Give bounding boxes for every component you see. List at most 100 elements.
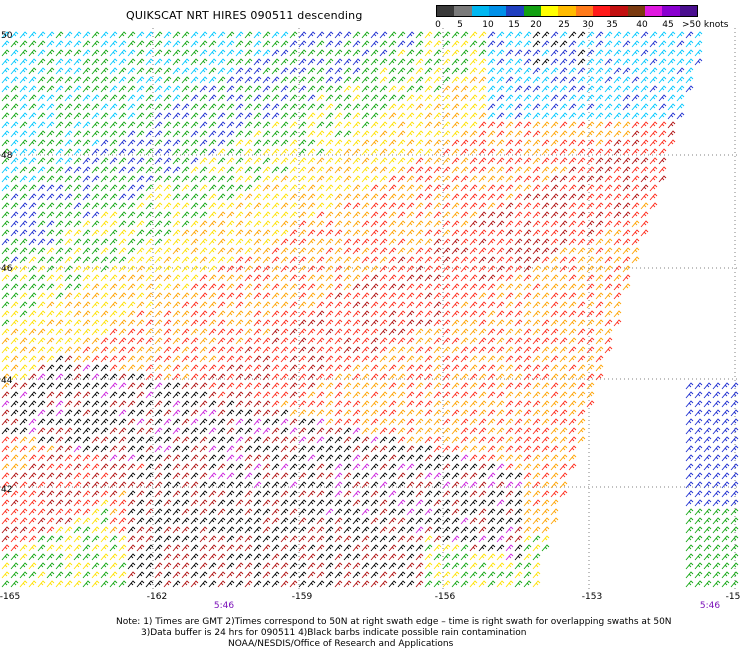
- wind-barb: [298, 274, 307, 282]
- wind-barb: [55, 454, 64, 462]
- wind-barb: [163, 409, 172, 417]
- wind-barb: [316, 211, 325, 219]
- wind-barb: [109, 283, 118, 291]
- wind-barb: [136, 85, 145, 93]
- wind-barb: [316, 202, 325, 210]
- wind-barb: [424, 562, 433, 570]
- wind-barb: [253, 265, 262, 273]
- wind-barb: [694, 472, 703, 480]
- wind-barb: [505, 238, 514, 246]
- wind-barb: [550, 427, 559, 435]
- wind-barb: [370, 121, 379, 129]
- wind-barb: [568, 175, 577, 183]
- wind-barb: [460, 310, 469, 318]
- wind-barb: [181, 409, 190, 417]
- wind-barb: [172, 139, 181, 147]
- wind-barb: [424, 31, 433, 39]
- wind-barb: [370, 535, 379, 543]
- wind-barb: [577, 76, 586, 84]
- wind-barb: [631, 193, 640, 201]
- wind-barb: [559, 328, 568, 336]
- wind-barb: [541, 481, 550, 489]
- wind-barb: [397, 364, 406, 372]
- wind-barb: [307, 319, 316, 327]
- wind-barb: [19, 166, 28, 174]
- wind-barb: [190, 211, 199, 219]
- wind-barb: [235, 328, 244, 336]
- wind-barb: [199, 238, 208, 246]
- wind-barb: [217, 265, 226, 273]
- wind-barb: [127, 130, 136, 138]
- wind-barb: [190, 454, 199, 462]
- wind-barb: [109, 382, 118, 390]
- wind-barb: [55, 238, 64, 246]
- wind-barb: [235, 409, 244, 417]
- wind-barb: [172, 193, 181, 201]
- wind-barb: [163, 274, 172, 282]
- wind-barb: [244, 157, 253, 165]
- wind-barb: [1, 103, 10, 111]
- wind-barb: [433, 571, 442, 579]
- wind-barb: [451, 274, 460, 282]
- wind-barb: [46, 508, 55, 516]
- wind-barb: [271, 472, 280, 480]
- wind-barb: [109, 229, 118, 237]
- wind-barb: [172, 562, 181, 570]
- wind-barb: [280, 319, 289, 327]
- wind-barb: [370, 94, 379, 102]
- wind-barb: [379, 220, 388, 228]
- wind-barb: [136, 490, 145, 498]
- wind-barb: [208, 418, 217, 426]
- wind-barb: [541, 67, 550, 75]
- wind-barb: [496, 499, 505, 507]
- wind-barb: [379, 256, 388, 264]
- wind-barb: [559, 355, 568, 363]
- wind-barb: [514, 445, 523, 453]
- wind-barb: [415, 346, 424, 354]
- wind-barb: [55, 337, 64, 345]
- wind-barb: [118, 265, 127, 273]
- wind-barb: [46, 283, 55, 291]
- wind-barb: [37, 157, 46, 165]
- wind-barb: [361, 418, 370, 426]
- wind-barb: [406, 562, 415, 570]
- wind-barb: [145, 319, 154, 327]
- wind-barb: [343, 112, 352, 120]
- wind-barb: [532, 373, 541, 381]
- wind-barb: [316, 40, 325, 48]
- wind-barb: [703, 472, 712, 480]
- wind-barb: [694, 49, 703, 57]
- wind-barb: [550, 283, 559, 291]
- wind-barb: [217, 319, 226, 327]
- wind-barb: [424, 49, 433, 57]
- wind-barb: [46, 103, 55, 111]
- wind-barb: [298, 481, 307, 489]
- wind-barb: [685, 427, 694, 435]
- wind-barb: [100, 445, 109, 453]
- wind-barb: [469, 499, 478, 507]
- wind-barb: [586, 166, 595, 174]
- wind-barb: [451, 481, 460, 489]
- wind-barb: [415, 337, 424, 345]
- wind-barb: [19, 58, 28, 66]
- wind-barb: [208, 229, 217, 237]
- wind-barb: [289, 337, 298, 345]
- wind-barb: [91, 409, 100, 417]
- wind-barb: [361, 319, 370, 327]
- wind-barb: [460, 409, 469, 417]
- wind-barb: [496, 40, 505, 48]
- wind-barb: [361, 436, 370, 444]
- wind-barb: [361, 409, 370, 417]
- wind-barb: [442, 328, 451, 336]
- wind-barb: [154, 112, 163, 120]
- wind-barb: [199, 292, 208, 300]
- wind-barb: [352, 175, 361, 183]
- wind-barb: [55, 517, 64, 525]
- wind-barb: [118, 319, 127, 327]
- legend-swatch: [679, 6, 697, 16]
- wind-barb: [280, 283, 289, 291]
- wind-barb: [676, 67, 685, 75]
- wind-barb: [469, 220, 478, 228]
- wind-barb: [460, 301, 469, 309]
- wind-barb: [487, 454, 496, 462]
